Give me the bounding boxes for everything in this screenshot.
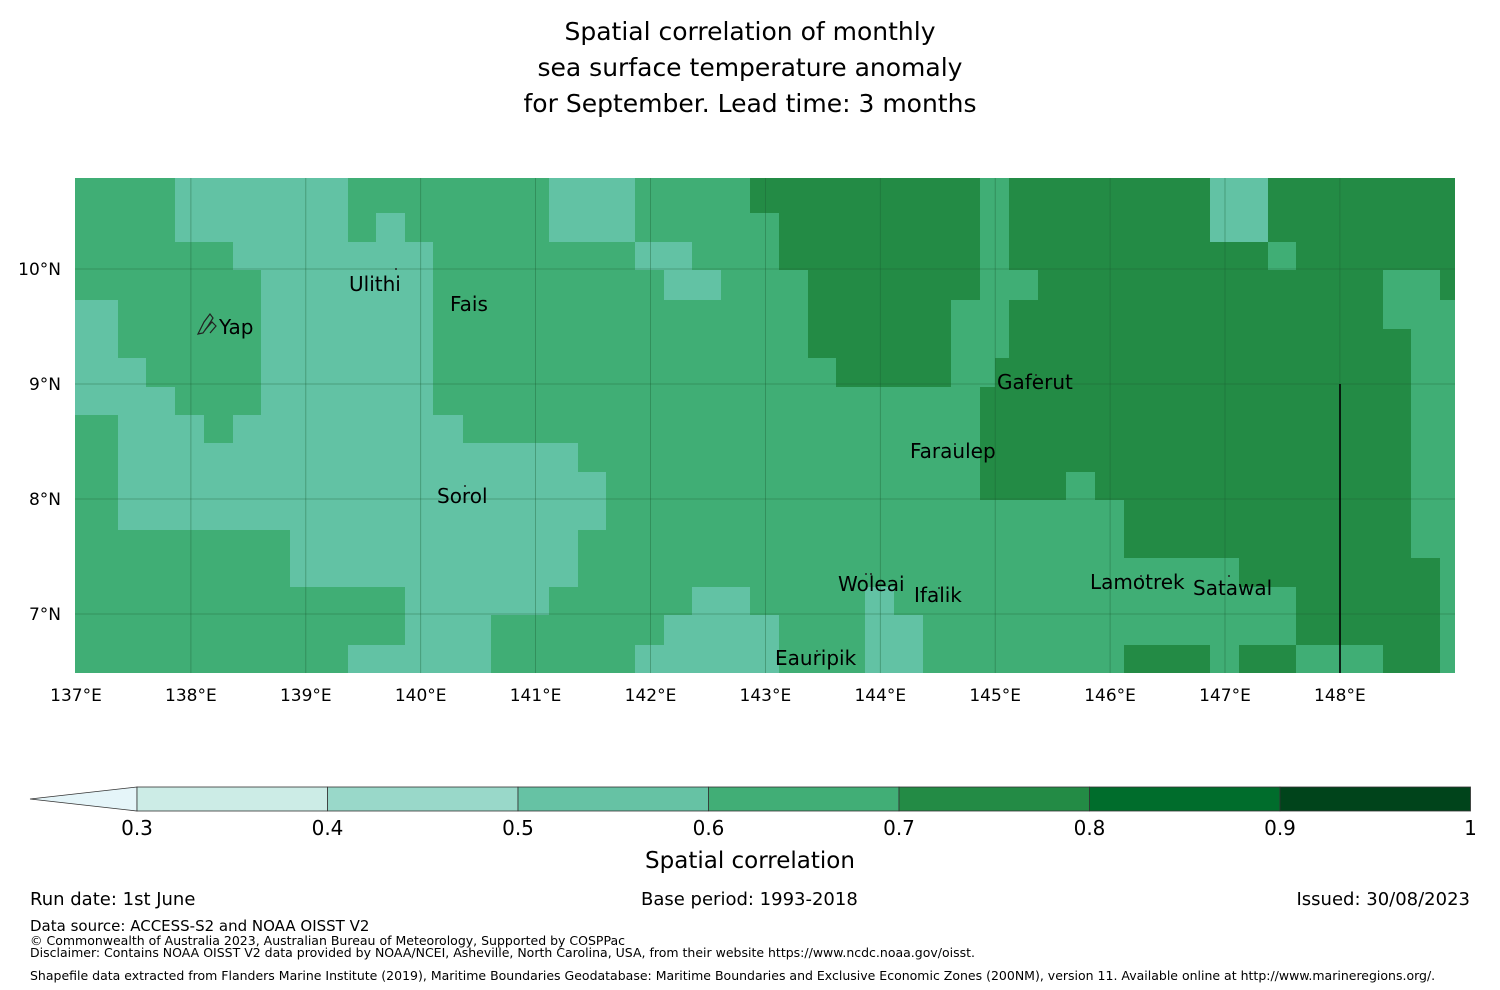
title-line-3: for September. Lead time: 3 months <box>523 89 977 118</box>
ulithi-dot <box>395 268 397 270</box>
island-label-ulithi: Ulithi <box>349 272 401 296</box>
lon-tick-label: 143°E <box>740 686 792 706</box>
colorbar-cell <box>1279 786 1471 812</box>
shapefile-credit: Shapefile data extracted from Flanders M… <box>30 968 1436 983</box>
green-region-se-2 <box>1239 645 1296 673</box>
yap-island-shape <box>196 313 217 335</box>
island-label-satawal: Satawal <box>1193 576 1272 600</box>
colorbar: 0.3 0.4 0.5 0.6 0.7 0.8 0.9 1 Spatial correlati… <box>29 786 1477 874</box>
gaferut-dot <box>1035 374 1037 376</box>
teal-region-west <box>75 178 606 673</box>
colorbar-tick-label: 0.3 <box>121 816 153 840</box>
island-label-faraulep: Faraulep <box>910 439 996 463</box>
island-label-ifalik: Ifalik <box>914 583 962 607</box>
woleai-dot-2 <box>870 573 872 575</box>
lon-tick-label: 140°E <box>395 686 447 706</box>
colorbar-tick-label: 0.5 <box>502 816 534 840</box>
island-label-fais: Fais <box>450 292 488 316</box>
colorbar-tick-label: 0.7 <box>883 816 915 840</box>
green-region-north-central <box>750 178 980 387</box>
island-dots <box>395 268 1230 652</box>
field-class-06-pockets <box>1066 242 1296 500</box>
pocket-2 <box>1066 472 1095 500</box>
sorol-dot <box>464 485 466 487</box>
pocket-1 <box>1268 242 1296 270</box>
gridlines <box>75 178 1455 673</box>
lon-tick-label: 138°E <box>165 686 217 706</box>
island-label-gaferut: Gaferut <box>997 370 1073 394</box>
title-line-1: Spatial correlation of monthly <box>564 17 936 46</box>
lat-tick-label: 8°N <box>29 490 61 510</box>
ifalik-dot <box>938 587 940 589</box>
lon-tick-label: 145°E <box>969 686 1021 706</box>
colorbar-tick-label: 0.6 <box>693 816 725 840</box>
lon-tick-label: 147°E <box>1199 686 1251 706</box>
correlation-field <box>75 178 1455 673</box>
colorbar-extend-triangle <box>29 786 138 812</box>
disclaimer: Disclaimer: Contains NOAA OISST V2 data … <box>30 945 975 960</box>
field-class-05 <box>75 178 1268 673</box>
lamotrek-dot <box>1140 575 1142 577</box>
colorbar-cell <box>136 786 328 812</box>
colorbar-label: Spatial correlation <box>645 848 855 874</box>
island-label-sorol: Sorol <box>437 484 488 508</box>
lon-tick-label: 146°E <box>1084 686 1136 706</box>
colorbar-tick-label: 1 <box>1464 816 1477 840</box>
colorbar-tick-label: 0.8 <box>1074 816 1106 840</box>
issued-date: Issued: 30/08/2023 <box>1296 889 1470 910</box>
island-label-lamotrek: Lamotrek <box>1090 570 1185 594</box>
lon-tick-label: 148°E <box>1314 686 1366 706</box>
field-class-07 <box>750 178 1455 673</box>
colorbar-cell <box>517 786 709 812</box>
green-region-east <box>980 178 1455 673</box>
teal-region-east <box>1210 178 1268 242</box>
colorbar-cell <box>898 786 1090 812</box>
lon-tick-label: 137°E <box>50 686 102 706</box>
colorbar-tick-label: 0.9 <box>1264 816 1296 840</box>
lat-tick-label: 10°N <box>18 260 61 280</box>
island-label-eauripik: Eauripik <box>775 646 857 670</box>
colorbar-tick-label: 0.4 <box>312 816 344 840</box>
colorbar-cell <box>327 786 519 812</box>
faraulep-dot <box>954 443 956 445</box>
lat-tick-label: 9°N <box>29 375 61 395</box>
lon-tick-label: 139°E <box>280 686 332 706</box>
island-label-woleai: Woleai <box>838 572 905 596</box>
teal-region-woleai <box>865 587 923 673</box>
teal-region-south <box>635 587 779 673</box>
teal-region-north-2 <box>635 242 721 300</box>
green-region-se-1 <box>1124 645 1210 673</box>
lat-tick-label: 7°N <box>29 605 61 625</box>
eauripik-dot <box>816 650 818 652</box>
colorbar-cell <box>1089 786 1281 812</box>
island-label-yap: Yap <box>218 315 253 339</box>
colorbar-cell <box>708 786 900 812</box>
satawal-dot <box>1228 575 1230 577</box>
lon-tick-label: 142°E <box>625 686 677 706</box>
title-line-2: sea surface temperature anomaly <box>537 53 963 82</box>
lon-tick-label: 141°E <box>510 686 562 706</box>
woleai-dot <box>865 573 867 575</box>
chart-title: Spatial correlation of monthly sea surfa… <box>0 14 1500 122</box>
teal-region-north <box>549 178 635 242</box>
base-period: Base period: 1993-2018 <box>641 889 858 910</box>
lon-tick-label: 144°E <box>854 686 906 706</box>
data-source: Data source: ACCESS-S2 and NOAA OISST V2 <box>30 917 370 935</box>
copyright: © Commonwealth of Australia 2023, Austra… <box>30 933 625 948</box>
run-date: Run date: 1st June <box>30 889 196 910</box>
